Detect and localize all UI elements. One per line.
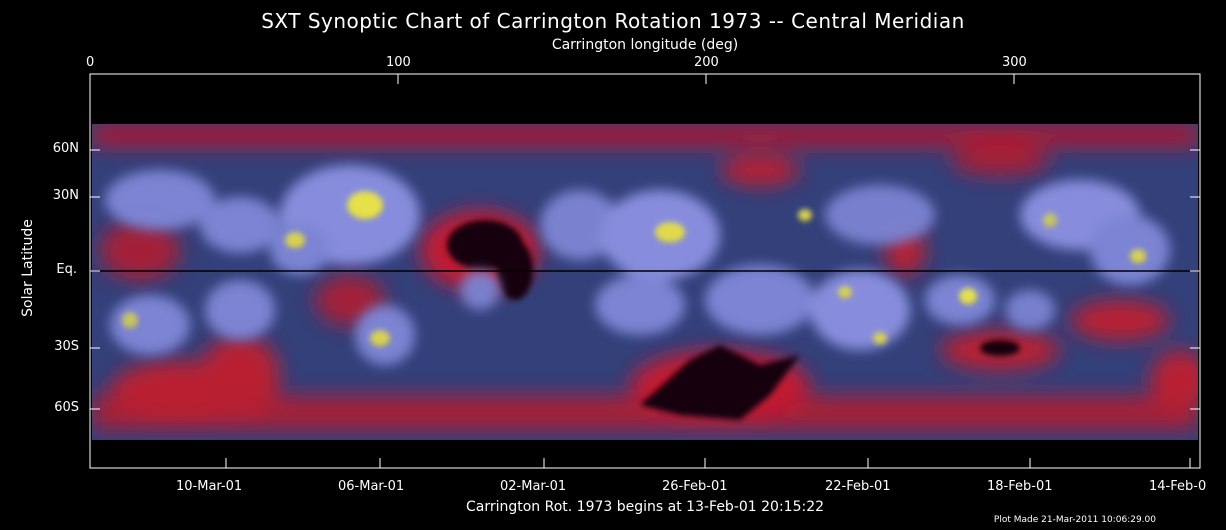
top-tick-300: 300: [1002, 55, 1027, 70]
bottom-axis-ticks: [225, 458, 1191, 468]
plot-timestamp: Plot Made 21-Mar-2011 10:06:29.00: [993, 515, 1156, 525]
top-tick-200: 200: [694, 55, 719, 70]
y-tick-eq: Eq.: [56, 262, 77, 277]
chart-title: SXT Synoptic Chart of Carrington Rotatio…: [261, 9, 965, 33]
date-label: 10-Mar-01: [176, 479, 243, 494]
y-tick-60s: 60S: [54, 400, 79, 415]
date-label: 18-Feb-01: [987, 479, 1053, 494]
left-axis-ticks: [90, 149, 1200, 410]
top-tick-100: 100: [386, 55, 411, 70]
date-label: 22-Feb-01: [825, 479, 891, 494]
date-label: 14-Feb-0: [1149, 479, 1207, 494]
top-axis-label: Carrington longitude (deg): [551, 37, 739, 53]
synoptic-map-image: [92, 124, 1198, 440]
date-label: 26-Feb-01: [662, 479, 728, 494]
date-label: 02-Mar-01: [500, 479, 567, 494]
top-tick-0: 0: [86, 55, 95, 70]
y-tick-60n: 60N: [52, 141, 79, 156]
y-tick-30s: 30S: [54, 339, 79, 354]
date-label: 06-Mar-01: [338, 479, 405, 494]
y-tick-30n: 30N: [52, 188, 79, 203]
bottom-axis-label: Carrington Rot. 1973 begins at 13-Feb-01…: [465, 499, 825, 515]
top-axis-ticks: [89, 74, 1015, 84]
